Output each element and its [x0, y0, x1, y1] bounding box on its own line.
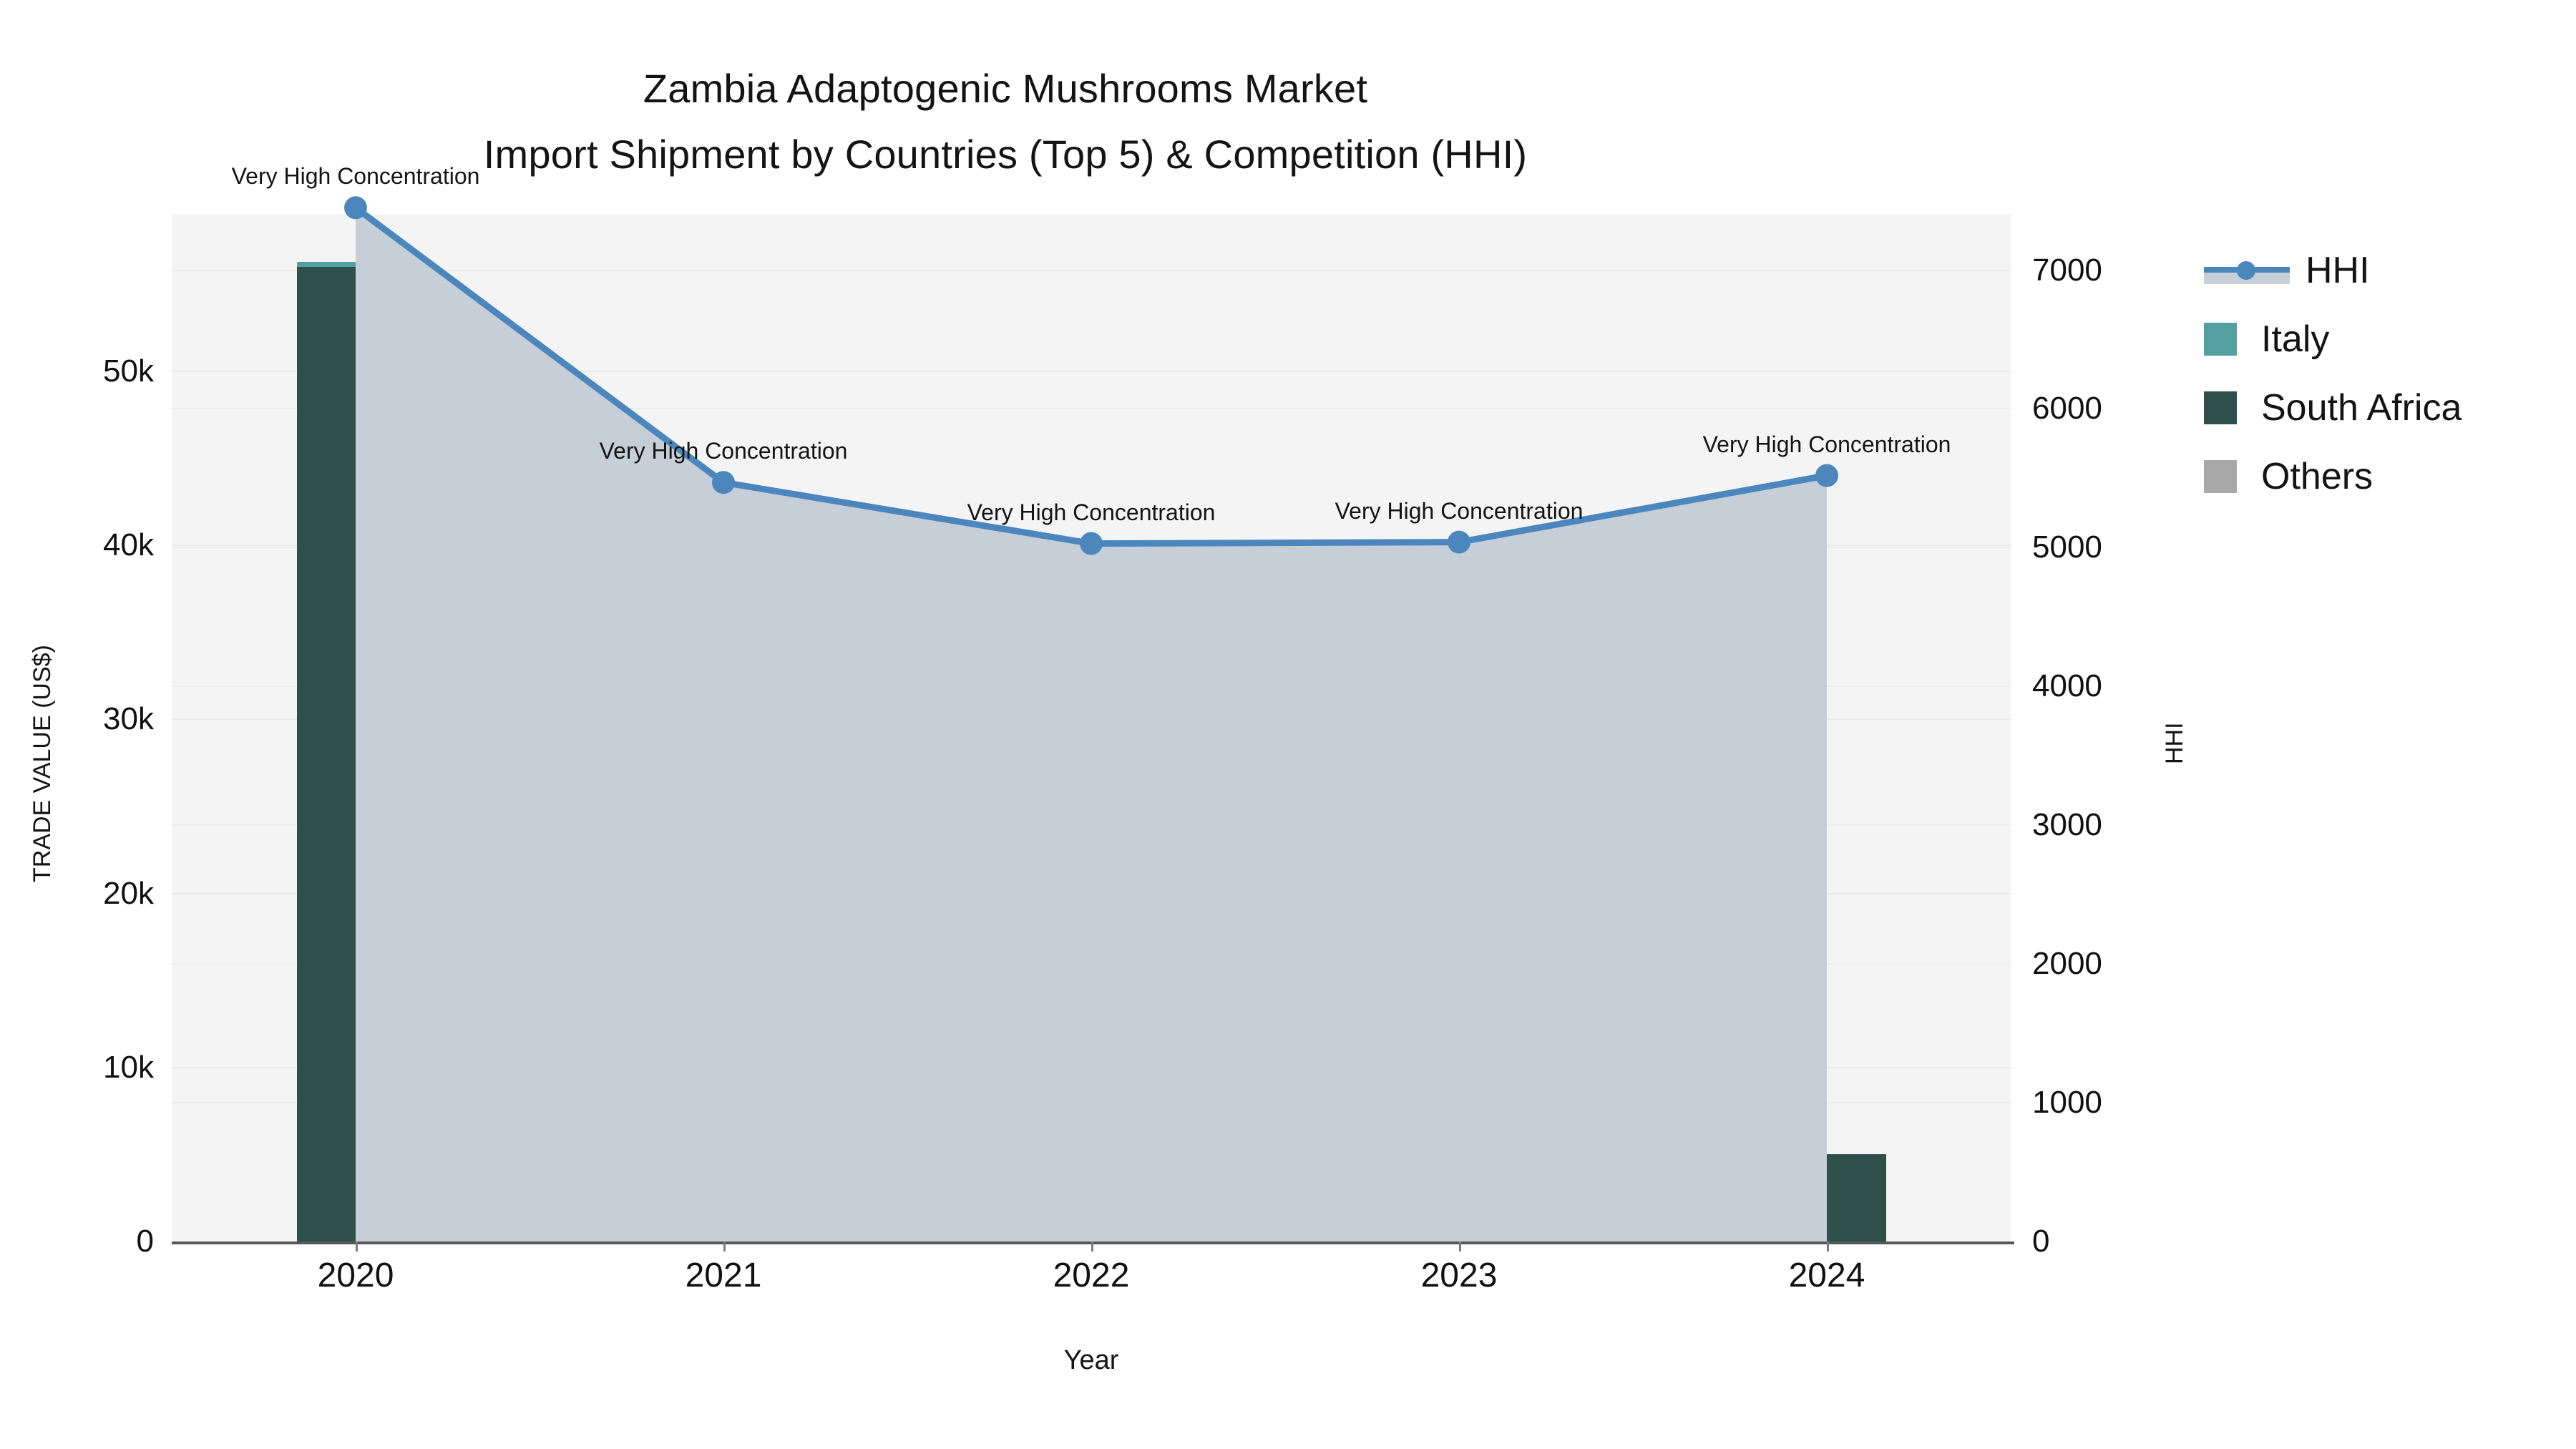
hhi-marker-2023: [1448, 530, 1470, 554]
legend-item-italy[interactable]: Italy: [2204, 305, 2576, 374]
legend-label: Others: [2261, 456, 2373, 497]
annotation-2021: Very High Concentration: [599, 438, 848, 464]
plot-area: Very High Concentration Very High Concent…: [172, 163, 2011, 1241]
gridline: [172, 408, 2011, 410]
chart-title-line2: Import Shipment by Countries (Top 5) & C…: [483, 132, 1528, 177]
x-tick-mark: [1459, 1241, 1461, 1252]
legend-item-hhi[interactable]: HHI: [2204, 236, 2576, 305]
y-tick-right: 0: [2032, 1224, 2050, 1259]
y-tick-left: 30k: [103, 701, 154, 737]
hhi-area-fill: [356, 208, 1827, 1241]
hhi-marker-2024: [1815, 464, 1838, 487]
annotation-2024: Very High Concentration: [1702, 431, 1951, 457]
legend-swatch-icon: [2204, 460, 2237, 493]
legend-item-south-africa[interactable]: South Africa: [2204, 374, 2576, 442]
legend-label: South Africa: [2261, 387, 2462, 429]
legend-line-marker-icon: [2204, 254, 2290, 287]
y-tick-left: 10k: [103, 1049, 154, 1085]
chart-title-line1: Zambia Adaptogenic Mushrooms Market: [643, 66, 1368, 111]
y-tick-right: 7000: [2032, 252, 2102, 288]
legend-swatch-icon: [2204, 391, 2237, 424]
x-tick-2020: 2020: [317, 1257, 394, 1294]
hhi-series: [344, 196, 1838, 1241]
x-tick-mark: [1091, 1241, 1093, 1252]
hhi-marker-2021: [712, 471, 735, 494]
annotation-2020: Very High Concentration: [231, 163, 480, 190]
x-tick-2023: 2023: [1420, 1257, 1498, 1294]
x-tick-mark: [1827, 1241, 1829, 1252]
legend-swatch-icon: [2204, 323, 2237, 356]
x-tick-2022: 2022: [1053, 1257, 1130, 1294]
chart-legend: HHI Italy South Africa Others: [2204, 236, 2576, 511]
legend-label: Italy: [2261, 318, 2330, 360]
y-axis-left-label: TRADE VALUE (US$): [29, 644, 56, 882]
annotation-2022: Very High Concentration: [967, 499, 1216, 525]
hhi-marker-2020: [344, 196, 367, 220]
x-tick-2024: 2024: [1788, 1257, 1865, 1294]
y-tick-right: 3000: [2032, 807, 2102, 843]
legend-item-others[interactable]: Others: [2204, 442, 2576, 511]
y-tick-right: 4000: [2032, 668, 2102, 704]
annotation-2023: Very High Concentration: [1335, 497, 1584, 524]
x-tick-mark: [723, 1241, 726, 1252]
gridline: [172, 370, 2011, 372]
y-tick-left: 40k: [103, 527, 154, 563]
y-tick-left: 0: [136, 1224, 154, 1259]
y-tick-right: 1000: [2032, 1085, 2102, 1121]
chart-title: Zambia Adaptogenic Mushrooms Market Impo…: [0, 56, 2011, 187]
y-tick-right: 5000: [2032, 530, 2102, 565]
y-axis-left-ticks: 0 10k 20k 30k 40k 50k: [0, 215, 154, 1259]
y-tick-left: 20k: [103, 875, 154, 911]
x-tick-2021: 2021: [685, 1257, 762, 1294]
y-axis-right-ticks: 0 1000 2000 3000 4000 5000 6000 7000: [2032, 215, 2218, 1259]
gridline: [172, 269, 2011, 271]
y-tick-left: 50k: [103, 353, 154, 389]
hhi-marker-2022: [1080, 532, 1103, 555]
x-tick-mark: [356, 1241, 358, 1252]
legend-label: HHI: [2306, 250, 2370, 291]
y-tick-right: 2000: [2032, 946, 2102, 982]
y-axis-right-label: HHI: [2161, 721, 2188, 764]
y-tick-right: 6000: [2032, 391, 2102, 426]
x-axis-label: Year: [1063, 1345, 1119, 1375]
